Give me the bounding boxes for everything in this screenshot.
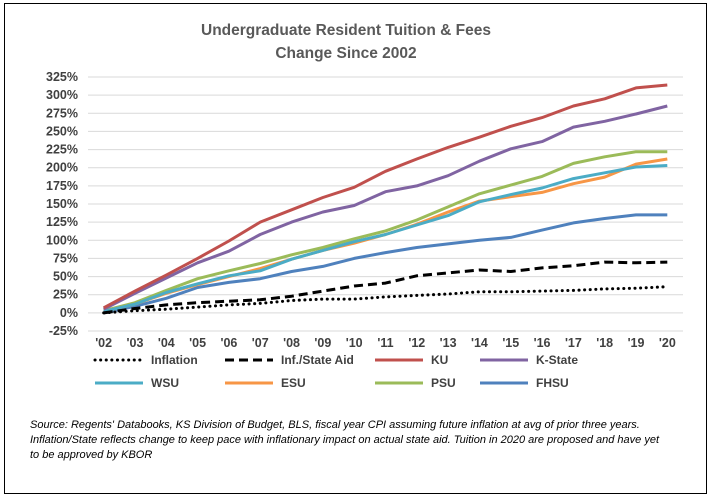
series-line-ku xyxy=(102,83,668,310)
y-tick-label: 300% xyxy=(46,88,78,102)
legend-label: Inflation xyxy=(151,353,198,367)
y-tick-label: 250% xyxy=(46,124,78,138)
series-line-inf-state-aid xyxy=(103,260,668,315)
x-tick-label: '04 xyxy=(158,336,175,350)
legend-entry: FHSU xyxy=(480,376,569,390)
x-tick-label: '20 xyxy=(659,336,676,350)
y-tick-label: 0% xyxy=(60,306,78,320)
x-tick-label: '18 xyxy=(596,336,613,350)
y-tick-label: 275% xyxy=(46,106,78,120)
legend-label: PSU xyxy=(431,376,456,390)
legend-entry: ESU xyxy=(225,376,306,390)
x-axis-tick-labels: '02 '03 '04 '05 '06 '07 '08 '09 '10 '11 '12 '13 '14 '… xyxy=(95,336,676,350)
legend: Inflation Inf./State Aid KU K-State WSU ESU PS… xyxy=(93,353,578,390)
legend-label: KU xyxy=(431,353,448,367)
x-tick-label: '08 xyxy=(283,336,300,350)
x-tick-label: '12 xyxy=(408,336,425,350)
series-line-wsu xyxy=(103,164,668,313)
x-tick-label: '05 xyxy=(189,336,206,350)
legend-label: FHSU xyxy=(536,376,569,390)
legend-entry: KU xyxy=(375,353,448,367)
legend-entry: K-State xyxy=(480,353,578,367)
chart-frame xyxy=(4,3,707,494)
y-axis-tick-labels: -25% 0% 25% 50% 75% 100% 125% 150% 175% 200% 225% 2… xyxy=(46,70,78,338)
legend-entry: Inflation xyxy=(93,353,198,367)
x-tick-label: '14 xyxy=(471,336,488,350)
y-tick-label: 325% xyxy=(46,70,78,84)
x-tick-label: '03 xyxy=(127,336,144,350)
legend-label: ESU xyxy=(281,376,306,390)
x-tick-label: '15 xyxy=(502,336,519,350)
x-tick-label: '09 xyxy=(314,336,331,350)
x-tick-label: '16 xyxy=(534,336,551,350)
x-tick-label: '07 xyxy=(252,336,269,350)
x-tick-label: '11 xyxy=(377,336,393,350)
y-tick-label: 225% xyxy=(46,143,78,157)
chart-title-line-1: Undergraduate Resident Tuition & Fees xyxy=(201,22,491,39)
legend-label: Inf./State Aid xyxy=(281,353,354,367)
series-line-inflation xyxy=(102,285,669,315)
series-line-psu xyxy=(103,150,668,313)
legend-label: K-State xyxy=(536,353,578,367)
series-line-fhsu xyxy=(103,213,668,315)
y-tick-label: 125% xyxy=(46,215,78,229)
y-tick-label: 175% xyxy=(46,179,78,193)
chart-title: Undergraduate Resident Tuition & Fees Ch… xyxy=(201,22,491,62)
x-tick-label: '19 xyxy=(628,336,645,350)
y-tick-label: -25% xyxy=(49,324,78,338)
x-tick-label: '02 xyxy=(95,336,112,350)
series-line-k-state xyxy=(103,104,668,311)
legend-entry: PSU xyxy=(375,376,456,390)
y-tick-label: 200% xyxy=(46,161,78,175)
legend-label: WSU xyxy=(151,376,179,390)
y-tick-label: 100% xyxy=(46,233,78,247)
y-tick-label: 50% xyxy=(53,270,78,284)
source-note: Source: Regents' Databooks, KS Division … xyxy=(30,419,660,461)
legend-entry: WSU xyxy=(95,376,179,390)
x-tick-label: '06 xyxy=(220,336,237,350)
y-tick-label: 150% xyxy=(46,197,78,211)
x-tick-label: '17 xyxy=(565,336,582,350)
x-tick-label: '13 xyxy=(440,336,457,350)
y-tick-label: 75% xyxy=(53,251,78,265)
series-lines xyxy=(102,83,669,315)
legend-entry: Inf./State Aid xyxy=(225,353,354,367)
chart-title-line-2: Change Since 2002 xyxy=(275,45,416,62)
gridlines xyxy=(88,76,683,332)
y-tick-label: 25% xyxy=(53,288,78,302)
x-tick-label: '10 xyxy=(346,336,363,350)
